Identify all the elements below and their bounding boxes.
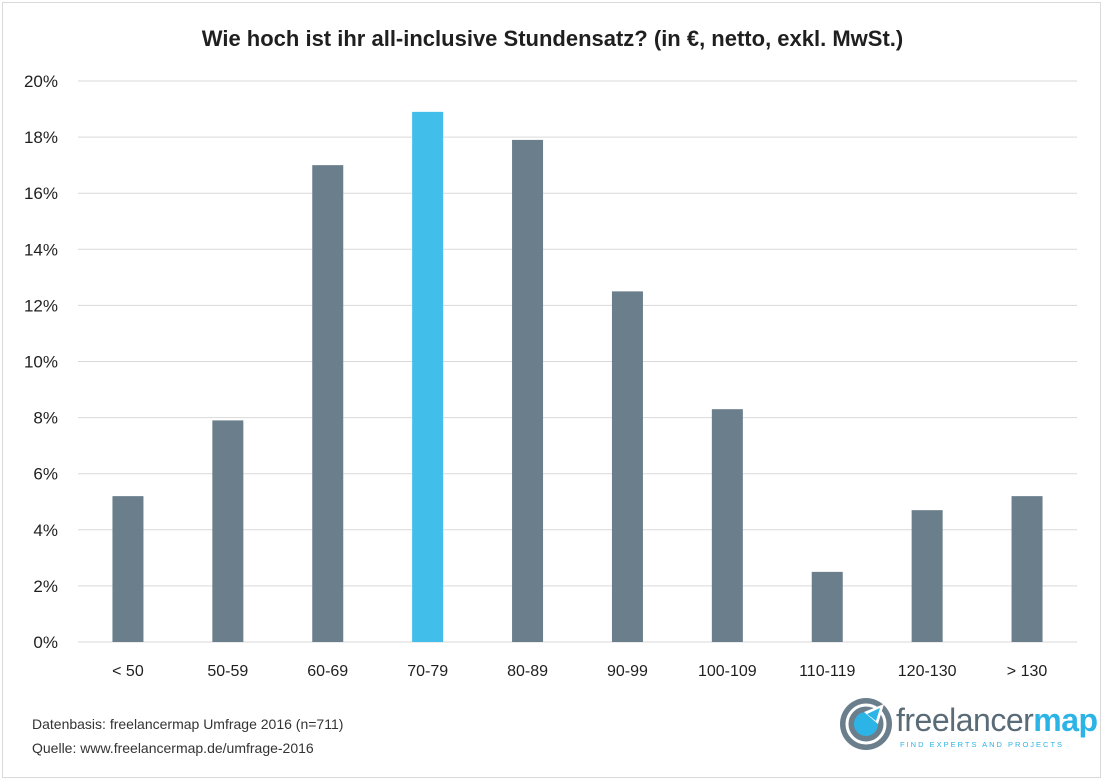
footnote-source: Quelle: www.freelancermap.de/umfrage-201… <box>32 740 314 756</box>
x-tick-label: 50-59 <box>207 663 248 680</box>
y-tick-label: 4% <box>33 521 58 540</box>
y-tick-label: 12% <box>24 296 58 315</box>
y-tick-label: 8% <box>33 409 58 428</box>
bar-120-130 <box>911 510 943 642</box>
bar-110-119 <box>811 571 843 642</box>
bar-100-109 <box>711 409 743 642</box>
x-tick-label: < 50 <box>112 663 144 680</box>
y-tick-label: 0% <box>33 633 58 652</box>
x-tick-label: 120-130 <box>898 663 957 680</box>
y-tick-label: 14% <box>24 240 58 259</box>
x-tick-label: 110-119 <box>799 663 855 680</box>
x-tick-label: 90-99 <box>607 663 648 680</box>
logo-tagline: FIND EXPERTS AND PROJECTS <box>900 740 1065 749</box>
bar-80-89 <box>512 139 544 642</box>
logo-wordmark: freelancermap <box>896 702 1098 739</box>
bar-70-79 <box>412 111 444 643</box>
y-tick-label: 18% <box>24 128 58 147</box>
x-tick-label: 60-69 <box>307 663 348 680</box>
chart-title: Wie hoch ist ihr all-inclusive Stundensa… <box>201 26 904 51</box>
x-tick-label: > 130 <box>1007 663 1048 680</box>
y-tick-label: 6% <box>33 465 58 484</box>
logo-word-part2: map <box>1033 702 1098 738</box>
bar-90-99 <box>611 291 643 642</box>
footnote-data-basis: Datenbasis: freelancermap Umfrage 2016 (… <box>32 716 344 732</box>
globe-arrow-icon <box>840 698 892 750</box>
logo-word-part1: freelancer <box>896 702 1034 738</box>
y-tick-label: 20% <box>24 72 58 91</box>
x-tick-label: 100-109 <box>698 663 757 680</box>
bar-60-69 <box>312 165 344 642</box>
y-tick-label: 16% <box>24 184 58 203</box>
y-tick-label: 2% <box>33 577 58 596</box>
bar-50-59 <box>212 420 244 642</box>
x-tick-label: 80-89 <box>507 663 548 680</box>
bar-50 <box>112 496 144 642</box>
y-tick-label: 10% <box>24 353 58 372</box>
x-tick-label: 70-79 <box>407 663 448 680</box>
bar-130 <box>1011 496 1043 642</box>
freelancermap-logo: freelancermap FIND EXPERTS AND PROJECTS <box>838 696 1098 756</box>
